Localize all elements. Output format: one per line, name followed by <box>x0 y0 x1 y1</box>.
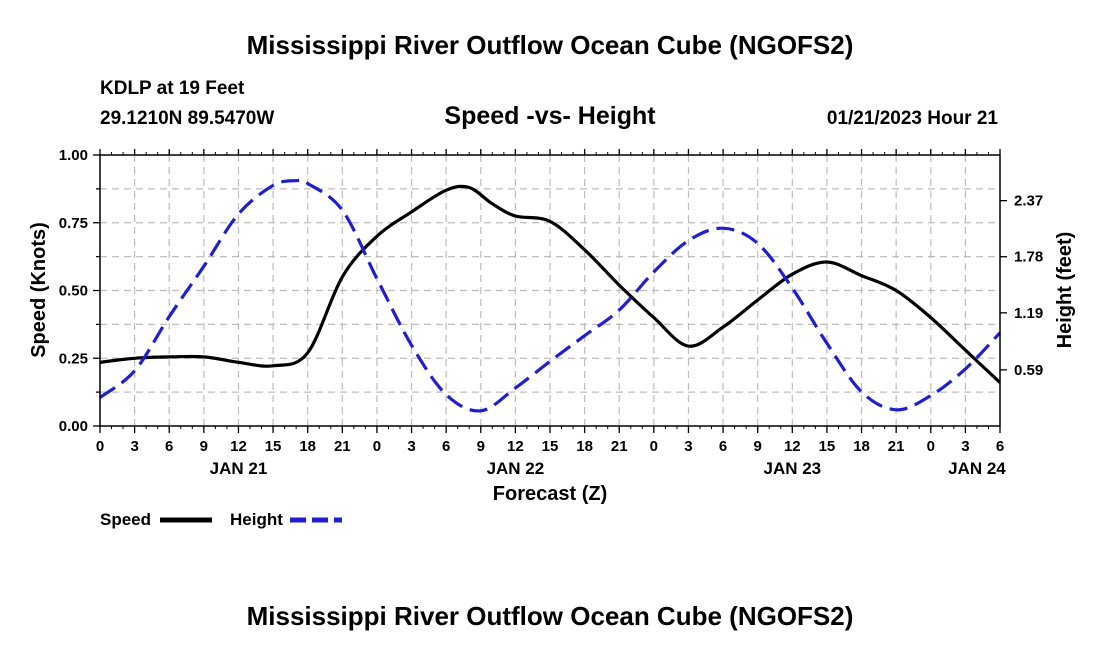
x-tick-label: 18 <box>576 438 593 455</box>
y2-tick-label: 1.19 <box>1014 305 1043 322</box>
axis-ticks <box>93 149 1007 433</box>
date-label: JAN 22 <box>487 459 545 478</box>
y-tick-label: 1.00 <box>59 147 88 164</box>
x-tick-label: 15 <box>542 438 559 455</box>
chart-subtitle: Speed -vs- Height <box>444 102 656 130</box>
footer-title: Mississippi River Outflow Ocean Cube (NG… <box>247 601 854 631</box>
x-tick-label: 12 <box>230 438 247 455</box>
x-tick-label: 18 <box>853 438 870 455</box>
location-label: 29.1210N 89.5470W <box>100 108 274 129</box>
y-axis-label: Speed (Knots) <box>28 222 50 358</box>
date-label: JAN 21 <box>210 459 268 478</box>
x-tick-label: 3 <box>961 438 969 455</box>
x-tick-label: 15 <box>819 438 836 455</box>
grid-lines <box>100 155 1000 426</box>
run-time-label: 01/21/2023 Hour 21 <box>827 108 999 129</box>
chart-title: Mississippi River Outflow Ocean Cube (NG… <box>247 30 854 60</box>
legend-height-label: Height <box>230 510 283 529</box>
x-tick-label: 6 <box>996 438 1004 455</box>
y-tick-label: 0.25 <box>59 350 88 367</box>
y-tick-label: 0.00 <box>59 418 88 435</box>
legend: Speed Height <box>100 510 342 529</box>
y-tick-label: 0.75 <box>59 215 88 232</box>
legend-speed-label: Speed <box>100 510 151 529</box>
x-tick-label: 15 <box>265 438 282 455</box>
station-label: KDLP at 19 Feet <box>100 78 245 99</box>
x-tick-label: 3 <box>407 438 415 455</box>
x-tick-label: 12 <box>784 438 801 455</box>
x-tick-label: 0 <box>650 438 658 455</box>
series-line-speed <box>99 184 1002 384</box>
series-line-height <box>99 178 1002 413</box>
x-tick-label: 21 <box>888 438 905 455</box>
x-tick-label: 6 <box>165 438 173 455</box>
y2-axis-label: Height (feet) <box>1054 232 1076 349</box>
x-tick-label: 21 <box>611 438 628 455</box>
tick-labels: 0 3 6 9 12 15 18 21 0 3 6 9 12 15 18 21 0 3 6 9 12 15 18 21 0 3 6 0… <box>59 147 1043 478</box>
x-tick-label: 0 <box>96 438 104 455</box>
x-tick-label: 6 <box>442 438 450 455</box>
x-tick-label: 9 <box>477 438 485 455</box>
series-lines <box>99 178 1002 413</box>
x-tick-label: 9 <box>754 438 762 455</box>
x-tick-label: 21 <box>334 438 351 455</box>
y2-tick-label: 2.37 <box>1014 193 1043 210</box>
x-tick-label: 3 <box>130 438 138 455</box>
x-tick-label: 18 <box>299 438 316 455</box>
x-tick-label: 0 <box>373 438 381 455</box>
x-tick-label: 12 <box>507 438 524 455</box>
y2-tick-label: 1.78 <box>1014 249 1043 266</box>
x-tick-label: 6 <box>719 438 727 455</box>
date-label: JAN 24 <box>948 459 1006 478</box>
y2-tick-label: 0.59 <box>1014 362 1043 379</box>
x-tick-label: 3 <box>684 438 692 455</box>
y-tick-label: 0.50 <box>59 283 88 300</box>
x-tick-label: 0 <box>927 438 935 455</box>
date-label: JAN 23 <box>763 459 821 478</box>
x-axis-label: Forecast (Z) <box>493 483 607 505</box>
x-tick-label: 9 <box>200 438 208 455</box>
